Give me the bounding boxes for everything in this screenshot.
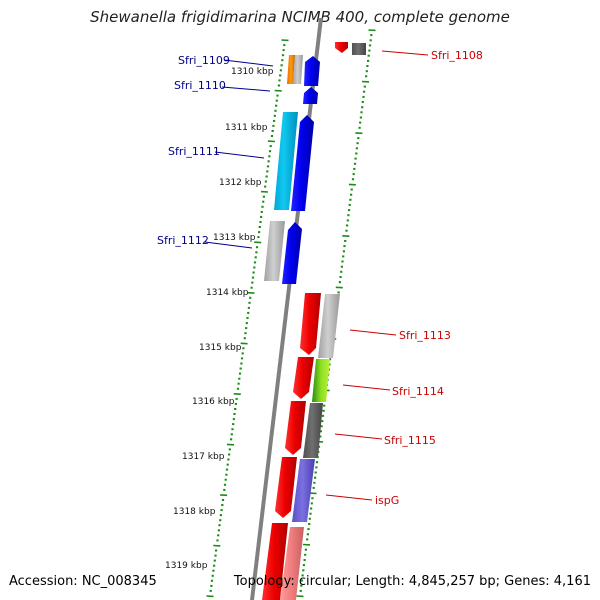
topology-text: Topology: circular; Length: 4,845,257 bp… [233,574,591,589]
gene-sfri-1113-red [300,293,321,355]
label-sfri-1109: Sfri_1109 [178,54,230,67]
kbp-label: 1316 kbp [192,397,235,407]
gene-downstream-red [262,523,288,600]
label-sfri-1115: Sfri_1115 [384,434,436,447]
kbp-label: 1319 kbp [165,561,208,571]
label-sfri-1111: Sfri_1111 [168,145,220,158]
accession-text: Accession: NC_008345 [9,574,157,589]
gene-sfri-1112-gray [264,221,285,281]
kbp-label: 1311 kbp [225,123,268,133]
gene-downstream-pink [280,527,304,600]
label-sfri-1108: Sfri_1108 [431,49,483,62]
label-sfri-1113: Sfri_1113 [399,329,451,342]
gene-sfri-1115 [303,403,323,458]
gene-sfri-1113 [318,294,340,358]
gene-sfri-1111 [291,115,314,211]
kbp-label: 1318 kbp [173,507,216,517]
inner-tick-ring [206,39,289,598]
gene-sfri-1112 [282,222,302,284]
gene-sfri-1109c [304,56,320,86]
gene-sfri-1109b [293,55,303,84]
map-title: Shewanella frigidimarina NCIMB 400, comp… [90,8,510,26]
label-ispg: ispG [375,494,399,507]
kbp-label: 1315 kbp [199,343,242,353]
kbp-label: 1314 kbp [206,288,249,298]
gene-sfri-1115-red [285,401,306,455]
label-connectors [204,50,429,501]
kbp-label: 1313 kbp [213,233,256,243]
label-sfri-1112: Sfri_1112 [157,234,209,247]
gene-ispg [292,459,315,522]
gene-features [262,42,366,600]
label-sfri-1110: Sfri_1110 [174,79,226,92]
gene-sfri-1114 [312,359,330,402]
gene-sfri-1114-red [293,357,314,399]
kbp-label: 1317 kbp [182,452,225,462]
gene-sfri-1109a [287,55,295,84]
gene-sfri-1111-cyan [274,112,298,210]
gene-sfri-1110 [303,87,318,104]
label-sfri-1114: Sfri_1114 [392,385,444,398]
kbp-label: 1310 kbp [231,67,274,77]
gene-sfri-1108-marker [335,42,348,53]
kbp-label: 1312 kbp [219,178,262,188]
gene-sfri-1108 [352,43,366,55]
gene-ispg-red [275,457,297,518]
